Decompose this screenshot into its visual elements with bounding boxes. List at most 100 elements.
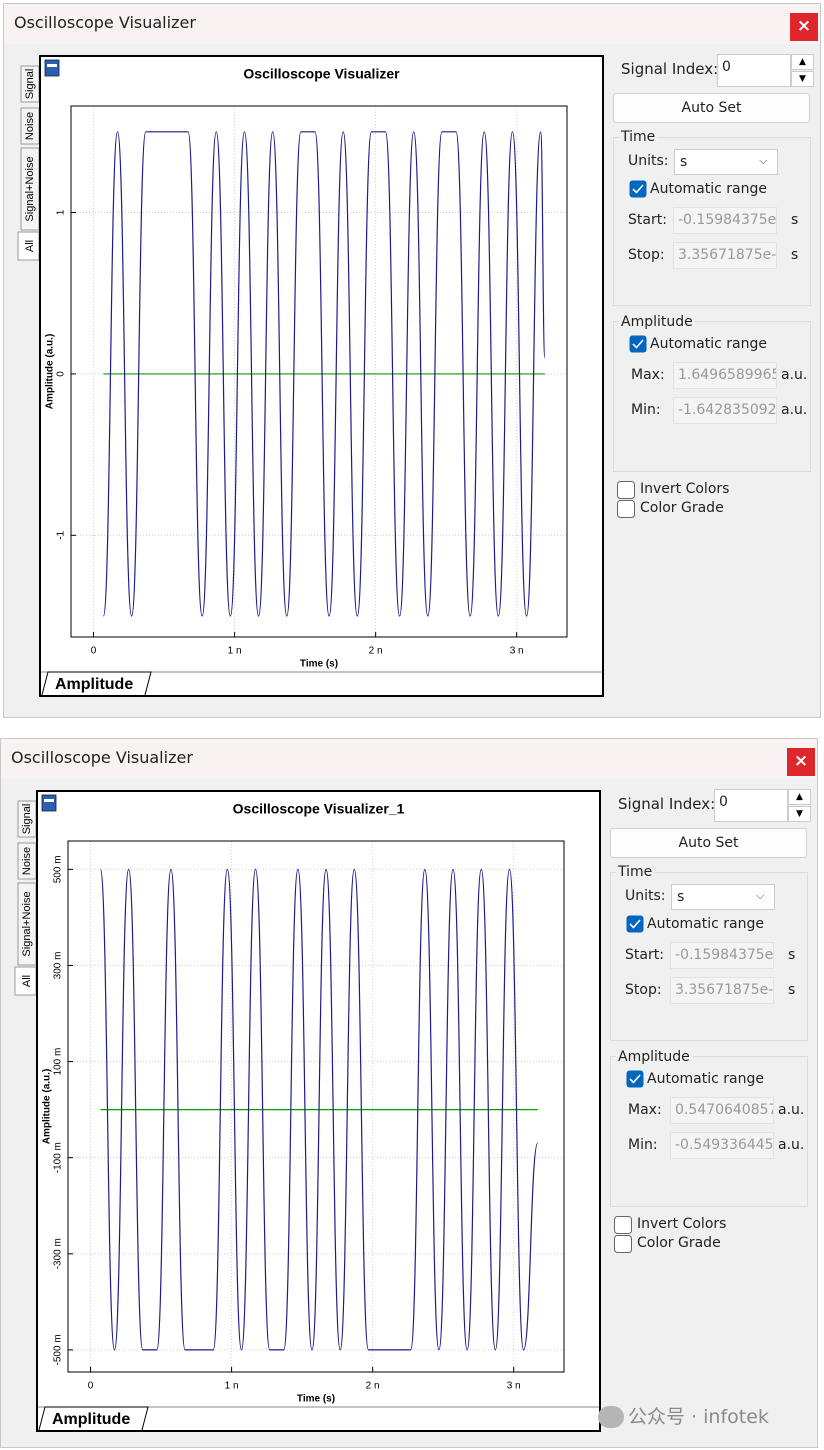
amp-auto: Automatic range bbox=[647, 1071, 764, 1087]
checkbox[interactable] bbox=[629, 180, 647, 198]
app-icon-inner bbox=[47, 64, 57, 67]
time-auto: Automatic range bbox=[647, 916, 764, 932]
amp-group: Amplitude bbox=[616, 1047, 692, 1067]
time-group bbox=[610, 872, 808, 1041]
x-tick-label: 3 n bbox=[510, 646, 524, 657]
app-icon-inner bbox=[44, 799, 54, 802]
start-unit: s bbox=[788, 947, 796, 963]
checkbox[interactable] bbox=[617, 500, 635, 518]
chart-title: Oscilloscope Visualizer_1 bbox=[233, 801, 405, 817]
checkbox[interactable] bbox=[614, 1235, 632, 1253]
checkbox-box bbox=[626, 915, 644, 933]
spin-down[interactable]: ▼ bbox=[788, 806, 811, 822]
signal-trace bbox=[102, 131, 546, 617]
stop-field: 3.35671875e-0 bbox=[673, 242, 777, 269]
amplitude-group bbox=[613, 321, 811, 472]
window: Oscilloscope Visualizer × Signal Noise Signa… bbox=[0, 738, 818, 1448]
plot-area bbox=[70, 105, 568, 638]
y-tick-label: 300 m bbox=[53, 952, 64, 980]
min-unit: a.u. bbox=[781, 402, 808, 418]
max-unit: a.u. bbox=[781, 367, 808, 383]
y-tick-label: -300 m bbox=[53, 1238, 64, 1269]
side-tab-label: Signal+Noise bbox=[21, 891, 33, 956]
checkbox[interactable] bbox=[626, 1070, 644, 1088]
checkbox[interactable] bbox=[629, 335, 647, 353]
check-mark bbox=[629, 1074, 641, 1084]
auto-set-button[interactable]: Auto Set bbox=[610, 828, 807, 858]
units: s bbox=[677, 889, 685, 905]
side-tab-label: All bbox=[21, 975, 33, 987]
side-tabs: Signal Noise Signal+Noise All bbox=[17, 65, 40, 261]
bottom-tab-label: Amplitude bbox=[55, 676, 133, 693]
min-label: Min: bbox=[631, 402, 661, 418]
spin-up[interactable]: ▲ bbox=[791, 54, 814, 70]
bottom-tab[interactable] bbox=[38, 1406, 149, 1431]
window: Oscilloscope Visualizer × Signal Noise Signa… bbox=[3, 3, 821, 718]
close-button[interactable]: × bbox=[790, 13, 818, 41]
stop-unit: s bbox=[791, 247, 799, 263]
signal-index: 0 bbox=[719, 794, 728, 810]
units: s bbox=[680, 154, 688, 170]
amp-group: Amplitude bbox=[619, 312, 695, 332]
amplitude-group bbox=[610, 1056, 808, 1207]
app-icon bbox=[41, 794, 57, 812]
x-axis-label: Time (s) bbox=[297, 1394, 335, 1405]
checkbox[interactable] bbox=[614, 1216, 632, 1234]
checkbox-box bbox=[626, 1070, 644, 1088]
y-tick-label: -500 m bbox=[53, 1334, 64, 1365]
side-tab-label: Noise bbox=[21, 847, 33, 875]
stop-label: Stop: bbox=[625, 982, 662, 998]
checkbox[interactable] bbox=[617, 481, 635, 499]
y-tick-label: -1 bbox=[56, 530, 67, 539]
grade: Color Grade bbox=[637, 1235, 721, 1251]
chart-title: Oscilloscope Visualizer bbox=[243, 66, 400, 82]
checkbox[interactable] bbox=[626, 915, 644, 933]
watermark-text: 公众号 · infotek bbox=[628, 1406, 769, 1428]
units-select[interactable]: s ⌵ bbox=[674, 149, 778, 175]
bottom-tab-label: Amplitude bbox=[52, 1411, 130, 1428]
window-title: Oscilloscope Visualizer bbox=[14, 13, 196, 32]
start-field: -0.15984375e-0 bbox=[673, 207, 777, 234]
auto-set-button[interactable]: Auto Set bbox=[613, 93, 810, 123]
close-button[interactable]: × bbox=[787, 748, 815, 776]
x-tick-label: 1 n bbox=[225, 1381, 239, 1392]
checkbox-box bbox=[614, 1216, 632, 1234]
time-group: Time bbox=[619, 127, 658, 147]
spin-up[interactable]: ▲ bbox=[788, 789, 811, 805]
x-tick-label: 0 bbox=[88, 1381, 94, 1392]
start-unit: s bbox=[791, 212, 799, 228]
y-axis-label: Amplitude (a.u.) bbox=[45, 334, 56, 410]
side-tab-label: Noise bbox=[24, 112, 36, 140]
signal-trace bbox=[99, 868, 539, 1351]
signal-index-label: Signal Index: bbox=[621, 60, 719, 78]
checkbox-box bbox=[617, 500, 635, 518]
x-tick-label: 2 n bbox=[366, 1381, 380, 1392]
time-group bbox=[613, 137, 811, 306]
check-mark bbox=[632, 184, 644, 194]
start-label: Start: bbox=[628, 212, 667, 228]
spin-box[interactable]: 0 bbox=[717, 54, 791, 87]
checkbox-box bbox=[629, 335, 647, 353]
units-label: Units: bbox=[625, 888, 666, 904]
spin-down[interactable]: ▼ bbox=[791, 71, 814, 87]
chevron: ⌵ bbox=[759, 154, 768, 167]
plot-frame: Oscilloscope Visualizer -1 0 1 0 1 n 2 n 3 n Tim… bbox=[39, 55, 604, 697]
max-unit: a.u. bbox=[778, 1102, 805, 1118]
stop-label: Stop: bbox=[628, 247, 665, 263]
checkbox-box bbox=[617, 481, 635, 499]
min-field: -1.6428350924 bbox=[673, 397, 777, 424]
watermark: 公众号 · infotek bbox=[598, 1405, 769, 1429]
signal-index: 0 bbox=[722, 59, 731, 75]
x-tick-label: 3 n bbox=[507, 1381, 521, 1392]
chevron: ⌵ bbox=[756, 889, 765, 902]
bottom-tab[interactable] bbox=[41, 671, 152, 696]
spin-box[interactable]: 0 bbox=[714, 789, 788, 822]
units-select[interactable]: s ⌵ bbox=[671, 884, 775, 910]
min-field: -0.5493364458 bbox=[670, 1132, 774, 1159]
max-field: 0.54706408579 bbox=[670, 1097, 774, 1124]
start-label: Start: bbox=[625, 947, 664, 963]
max-label: Max: bbox=[628, 1102, 662, 1118]
max-label: Max: bbox=[631, 367, 665, 383]
app-icon bbox=[44, 59, 60, 77]
x-tick-label: 1 n bbox=[228, 646, 242, 657]
